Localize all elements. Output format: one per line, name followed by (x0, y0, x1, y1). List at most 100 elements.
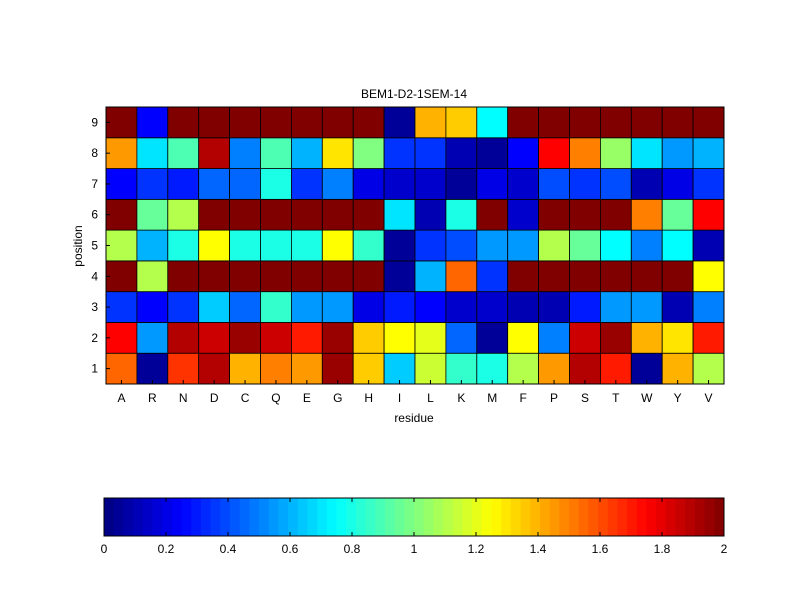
colorbar-band (404, 498, 415, 536)
colorbar-band (104, 498, 115, 536)
colorbar-band (326, 498, 337, 536)
heatmap-cell-Y-1 (661, 352, 694, 385)
y-axis-label: position (71, 225, 85, 266)
heatmap-cell-P-5 (538, 229, 570, 262)
colorbar-band (123, 498, 134, 536)
heatmap-cell-K-3 (445, 291, 478, 323)
heatmap-cell-Y-7 (661, 168, 694, 200)
heatmap-cell-I-5 (383, 229, 416, 262)
heatmap-cell-V-7 (692, 168, 725, 200)
colorbar-band (346, 498, 357, 536)
heatmap-cell-M-3 (476, 291, 509, 323)
heatmap-cell-Q-1 (260, 352, 292, 385)
heatmap-cell-T-3 (600, 291, 632, 323)
x-tick-label: G (333, 391, 342, 405)
colorbar-band (481, 498, 492, 536)
heatmap-cell-K-4 (445, 260, 478, 293)
heatmap-cell-V-3 (692, 291, 725, 323)
colorbar-band (113, 498, 124, 536)
heatmap-cell-E-2 (290, 322, 323, 354)
heatmap-cell-R-7 (136, 168, 169, 200)
y-tick-label: 2 (91, 331, 98, 345)
heatmap-cell-M-8 (476, 137, 509, 169)
colorbar-band (433, 498, 444, 536)
heatmap-cell-M-7 (476, 168, 509, 200)
colorbar-band (181, 498, 192, 536)
heatmap-cell-T-7 (600, 168, 632, 200)
heatmap-cell-A-6 (105, 198, 138, 231)
heatmap-cell-I-4 (383, 260, 416, 293)
heatmap-cell-M-5 (476, 229, 509, 262)
heatmap-cell-E-8 (290, 137, 323, 169)
heatmap-cell-D-2 (198, 322, 230, 354)
colorbar-tick-label: 0 (101, 542, 108, 556)
colorbar-band (501, 498, 512, 536)
heatmap-cell-S-4 (569, 260, 601, 293)
heatmap-cell-Y-9 (661, 106, 694, 139)
heatmap-cell-K-2 (445, 322, 478, 354)
colorbar-band (191, 498, 202, 536)
heatmap-cell-R-3 (136, 291, 169, 323)
colorbar-band (394, 498, 405, 536)
x-tick-label: W (641, 391, 653, 405)
heatmap-cell-C-5 (229, 229, 261, 262)
heatmap-cell-W-1 (630, 352, 663, 385)
x-tick-label: P (550, 391, 558, 405)
x-tick-label: L (427, 391, 434, 405)
x-tick-label: T (612, 391, 620, 405)
heatmap-cell-F-2 (507, 322, 540, 354)
heatmap-cell-A-9 (105, 106, 138, 139)
heatmap-cell-Q-3 (260, 291, 292, 323)
y-tick-label: 3 (91, 300, 98, 314)
colorbar-band (423, 498, 434, 536)
heatmap-cell-S-1 (569, 352, 601, 385)
colorbar-band (336, 498, 347, 536)
heatmap-cell-E-7 (290, 168, 323, 200)
heatmap-cell-A-2 (105, 322, 138, 354)
x-tick-label: D (210, 391, 219, 405)
heatmap-cell-S-8 (569, 137, 601, 169)
heatmap-cell-L-1 (414, 352, 447, 385)
heatmap-cell-R-8 (136, 137, 169, 169)
heatmap-cell-M-6 (476, 198, 509, 231)
heatmap-cell-N-4 (167, 260, 200, 293)
heatmap-cell-L-4 (414, 260, 447, 293)
heatmap-cell-S-2 (569, 322, 601, 354)
colorbar-tick-label: 0.2 (158, 542, 175, 556)
heatmap-cell-C-2 (229, 322, 261, 354)
heatmap-cell-V-2 (692, 322, 725, 354)
x-axis-label: residue (394, 411, 434, 425)
heatmap-cell-R-6 (136, 198, 169, 231)
heatmap-cell-G-4 (321, 260, 354, 293)
heatmap-cell-E-3 (290, 291, 323, 323)
heatmap-cell-L-7 (414, 168, 447, 200)
heatmap-cell-Y-3 (661, 291, 694, 323)
heatmap-cell-S-3 (569, 291, 601, 323)
y-tick-label: 8 (91, 146, 98, 160)
heatmap-cell-P-4 (538, 260, 570, 293)
heatmap-cell-V-5 (692, 229, 725, 262)
x-tick-label: E (303, 391, 311, 405)
heatmap-cell-L-5 (414, 229, 447, 262)
colorbar-band (162, 498, 173, 536)
x-tick-label: I (398, 391, 401, 405)
heatmap-cell-Y-5 (661, 229, 694, 262)
heatmap-cell-M-4 (476, 260, 509, 293)
colorbar-band (636, 498, 647, 536)
colorbar-band (297, 498, 308, 536)
heatmap-cell-D-9 (198, 106, 230, 139)
y-tick-label: 1 (91, 362, 98, 376)
heatmap-cell-I-2 (383, 322, 416, 354)
heatmap-cell-E-4 (290, 260, 323, 293)
heatmap-cell-W-3 (630, 291, 663, 323)
x-tick-label: C (241, 391, 250, 405)
heatmap-cell-N-5 (167, 229, 200, 262)
heatmap-cell-K-7 (445, 168, 478, 200)
x-tick-label: Y (674, 391, 682, 405)
colorbar-band (200, 498, 211, 536)
heatmap-cell-I-6 (383, 198, 416, 231)
colorbar (104, 498, 725, 536)
heatmap-cell-F-4 (507, 260, 540, 293)
colorbar-band (549, 498, 560, 536)
